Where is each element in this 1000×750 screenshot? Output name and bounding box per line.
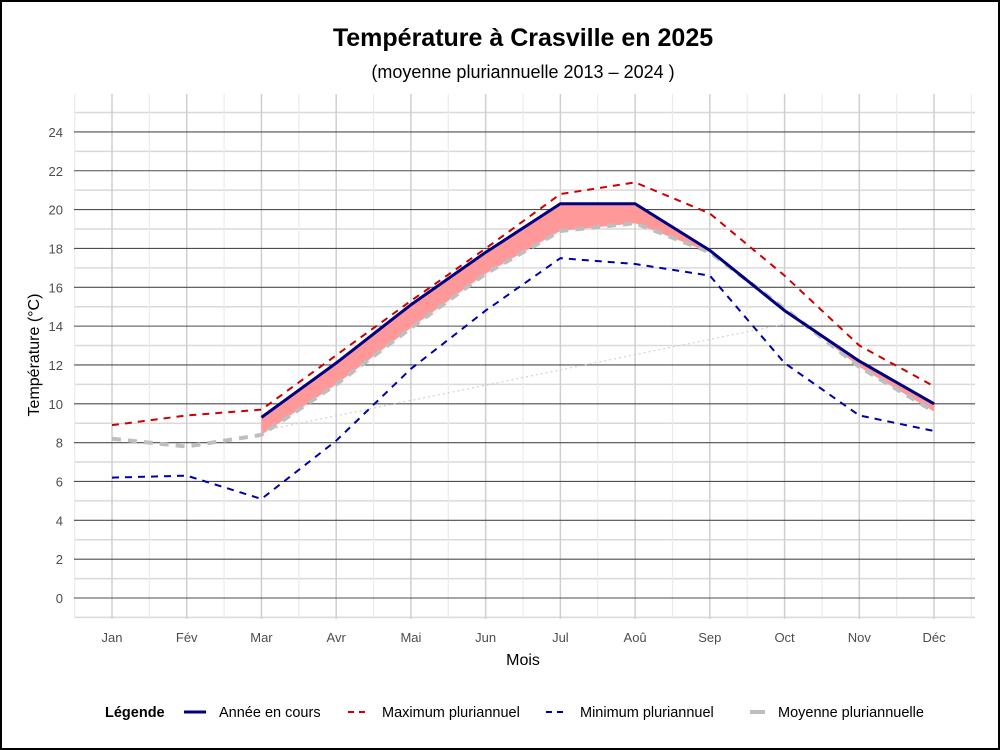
y-tick-label: 4 bbox=[56, 513, 63, 528]
y-axis-title: Température (°C) bbox=[26, 294, 43, 417]
y-tick-label: 20 bbox=[49, 203, 63, 218]
x-tick-label: Mai bbox=[400, 630, 421, 645]
legend-label-current: Année en cours bbox=[219, 705, 321, 721]
series-line-max bbox=[111, 181, 935, 427]
y-tick-label: 18 bbox=[49, 241, 63, 256]
x-tick-label: Mar bbox=[250, 630, 273, 645]
y-tick-label: 0 bbox=[56, 591, 63, 606]
x-tick-label: Jul bbox=[552, 630, 569, 645]
y-tick-label: 14 bbox=[49, 319, 63, 334]
x-tick-labels: Jan Fév Mar Avr Mai Jun Jul Aoû Sep Oct Nov Déc bbox=[102, 630, 947, 645]
x-tick-label: Aoû bbox=[624, 630, 647, 645]
x-tick-label: Fév bbox=[176, 630, 198, 645]
minor-gridlines bbox=[74, 94, 975, 619]
y-tick-label: 12 bbox=[49, 358, 63, 373]
legend-title: Légende bbox=[105, 705, 165, 721]
legend-label-max: Maximum pluriannuel bbox=[382, 705, 520, 721]
chart-title: Température à Crasville en 2025 bbox=[333, 24, 713, 52]
legend-label-min: Minimum pluriannuel bbox=[580, 705, 714, 721]
x-tick-label: Sep bbox=[698, 630, 721, 645]
series-line-mean bbox=[111, 221, 936, 449]
y-tick-label: 8 bbox=[56, 436, 63, 451]
x-tick-label: Oct bbox=[774, 630, 795, 645]
y-tick-label: 2 bbox=[56, 552, 63, 567]
x-tick-label: Jun bbox=[475, 630, 496, 645]
y-tick-label: 22 bbox=[49, 164, 63, 179]
y-tick-label: 10 bbox=[49, 397, 63, 412]
x-tick-label: Jan bbox=[102, 630, 123, 645]
x-tick-label: Déc bbox=[922, 630, 946, 645]
major-gridlines bbox=[74, 131, 975, 599]
y-tick-label: 16 bbox=[49, 280, 63, 295]
x-tick-label: Nov bbox=[848, 630, 872, 645]
series-layer bbox=[111, 181, 936, 500]
x-axis-title: Mois bbox=[506, 652, 540, 669]
trend-line bbox=[261, 323, 785, 432]
series-line-current bbox=[260, 202, 935, 419]
y-tick-label: 6 bbox=[56, 474, 63, 489]
y-tick-label: 24 bbox=[49, 125, 63, 140]
legend: Légende Année en cours Maximum pluriannu… bbox=[105, 705, 924, 721]
chart-subtitle: (moyenne pluriannuelle 2013 – 2024 ) bbox=[371, 62, 674, 82]
legend-label-mean: Moyenne pluriannuelle bbox=[778, 705, 924, 721]
x-tick-label: Avr bbox=[327, 630, 347, 645]
